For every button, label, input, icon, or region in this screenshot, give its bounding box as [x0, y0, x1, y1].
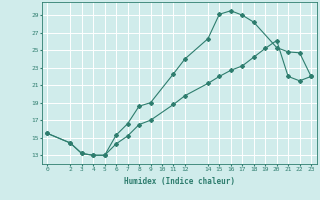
X-axis label: Humidex (Indice chaleur): Humidex (Indice chaleur)	[124, 177, 235, 186]
